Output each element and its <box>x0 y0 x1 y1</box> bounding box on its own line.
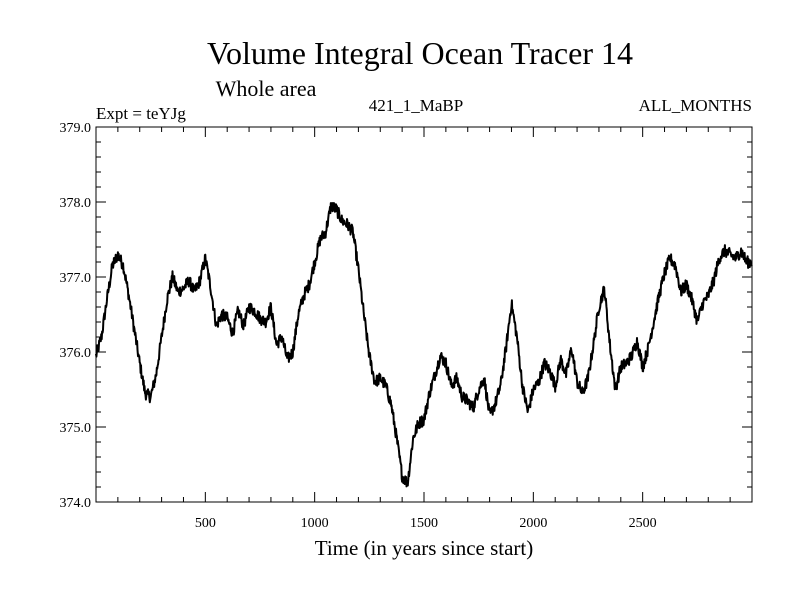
y-tick-label: 374.0 <box>60 496 92 511</box>
x-tick-labels: 500 1000 1500 2000 2500 <box>195 516 657 531</box>
series-line-teYJg <box>95 202 753 488</box>
y-tick-labels: 374.0 375.0 376.0 377.0 378.0 379.0 <box>60 121 92 511</box>
y-tick-label: 378.0 <box>60 196 92 211</box>
y-tick-label: 379.0 <box>60 121 92 136</box>
x-axis-label: Time (in years since start) <box>315 536 534 560</box>
x-tick-label: 2000 <box>519 516 547 531</box>
months-label: ALL_MONTHS <box>639 96 752 115</box>
axis-ticks <box>96 126 752 503</box>
x-tick-label: 2500 <box>629 516 657 531</box>
period-label: 421_1_MaBP <box>369 96 463 115</box>
y-tick-label: 376.0 <box>60 346 92 361</box>
x-tick-label: 500 <box>195 516 216 531</box>
chart-title: Volume Integral Ocean Tracer 14 <box>207 35 633 71</box>
x-tick-label: 1000 <box>301 516 329 531</box>
experiment-label: Expt = teYJg <box>96 104 186 123</box>
plot-frame <box>95 126 753 503</box>
y-tick-label: 375.0 <box>60 421 92 436</box>
x-tick-label: 1500 <box>410 516 438 531</box>
y-tick-label: 377.0 <box>60 271 92 286</box>
chart-subtitle: Whole area <box>216 76 317 101</box>
